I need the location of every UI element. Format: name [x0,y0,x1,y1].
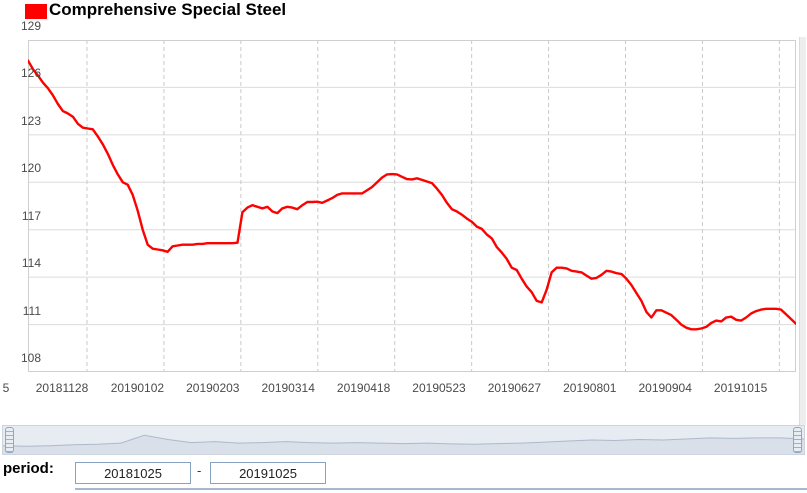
y-tick-label: 111 [22,303,41,318]
x-tick-label: 20190418 [336,381,391,395]
x-tick-label: 20190627 [487,381,542,395]
bottom-divider [75,488,807,490]
x-tick-label: 20190904 [638,381,692,395]
x-tick-label: 20181128 [35,381,89,395]
legend-swatch-red [25,4,47,19]
price-line [28,59,796,331]
x-tick-label: 5 [2,381,10,395]
right-scroll-strip[interactable] [799,37,806,425]
period-separator: - [197,463,202,478]
navigator-right-handle[interactable] [793,427,802,453]
y-tick-label: 126 [20,66,41,81]
navigator-area-chart [3,434,804,454]
x-tick-label: 20190314 [261,381,315,395]
y-tick-label: 114 [21,256,41,271]
period-label: period: [3,460,54,477]
x-tick-label: 20190102 [110,381,165,395]
x-tick-label: 20190801 [563,381,617,395]
x-tick-label: 20190523 [412,381,466,395]
y-tick-label: 129 [20,19,41,33]
chart-title: Comprehensive Special Steel [49,0,287,19]
x-tick-label: 20191015 [713,381,768,395]
period-end-input[interactable] [210,462,326,484]
navigator-track[interactable] [2,425,805,455]
y-tick-label: 108 [20,351,41,365]
x-tick-label: 20190203 [186,381,240,395]
period-start-input[interactable] [75,462,191,484]
y-tick-label: 123 [20,113,41,128]
y-tick-label: 120 [20,161,41,176]
y-tick-label: 117 [21,208,41,223]
plot-area[interactable] [28,40,796,372]
navigator-left-handle[interactable] [5,427,14,453]
